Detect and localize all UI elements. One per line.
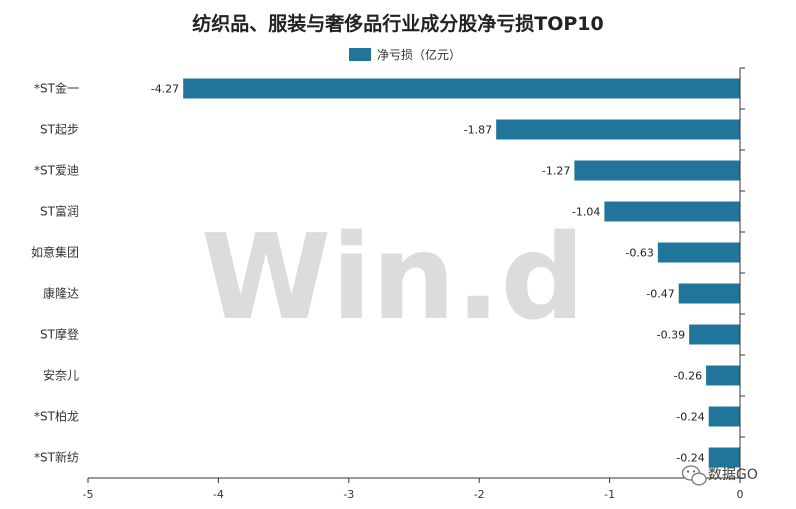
x-tick-label: -2 [474,488,485,501]
data-label: -1.87 [464,124,492,137]
source-badge: 数据GO [681,465,758,486]
bar [708,447,740,468]
data-label: -4.27 [151,83,179,96]
bar [708,406,740,427]
source-badge-text: 数据GO [708,467,758,483]
data-label: -1.04 [572,206,600,219]
bar [496,119,740,140]
x-tick-label: -1 [604,488,615,501]
plot-area: -4.27 -1.87 -1.27 -1.04 -0.63 -0.47 -0.39 -0.26… [151,78,740,468]
wechat-icon [681,465,707,486]
x-tick-label: -3 [343,488,354,501]
category-label: ST富润 [40,204,79,219]
category-label: ST起步 [40,123,79,137]
bar [183,78,740,99]
bar [574,160,740,181]
legend: 净亏损（亿元） [349,47,461,62]
bar [689,324,740,345]
category-label: *ST柏龙 [34,409,79,424]
category-label: 安奈儿 [43,368,79,383]
x-axis: -5 -4 -3 -2 -1 0 [83,67,745,501]
watermark-text: Win.d [201,208,585,346]
category-label: *ST爱迪 [34,164,79,178]
bar [657,242,740,263]
data-label: -0.39 [657,329,685,342]
legend-label: 净亏损（亿元） [377,47,461,62]
data-label: -0.26 [674,370,702,383]
x-tick-label: 0 [737,488,744,501]
bar [706,365,740,386]
x-tick-label: -4 [213,488,224,501]
category-label: *ST新纺 [34,450,79,465]
data-label: -0.24 [676,411,704,424]
category-label: 康隆达 [43,286,79,301]
category-label: *ST金一 [34,81,79,96]
x-tick-label: -5 [83,488,94,501]
bar [678,283,740,304]
bar [604,201,740,222]
data-label: -0.24 [676,452,704,465]
data-label: -0.47 [646,288,674,301]
category-label: ST摩登 [40,327,79,342]
chart-title: 纺织品、服装与奢侈品行业成分股净亏损TOP10 [192,12,603,35]
legend-swatch [349,48,371,61]
watermark: Win.d [201,208,585,346]
data-label: -0.63 [625,247,653,260]
category-label: 如意集团 [31,245,79,260]
data-label: -1.27 [542,165,570,178]
